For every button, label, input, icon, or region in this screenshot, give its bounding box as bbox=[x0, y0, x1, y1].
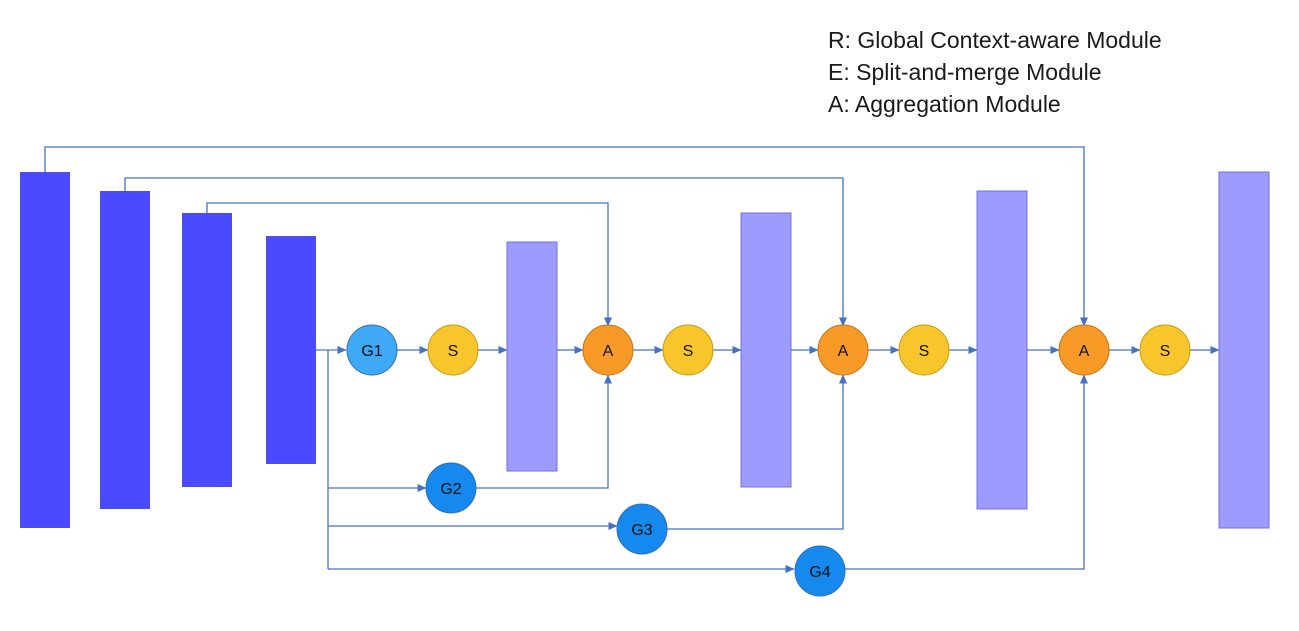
node-s2: S bbox=[662, 324, 714, 376]
legend: R: Global Context-aware Module E: Split-… bbox=[828, 24, 1162, 120]
encoder-block-2 bbox=[100, 191, 150, 509]
node-g3: G3 bbox=[616, 503, 668, 555]
encoder-block-4 bbox=[266, 236, 316, 464]
node-s4: S bbox=[1139, 324, 1191, 376]
node-a2-label: A bbox=[838, 343, 849, 360]
decoder-block-1 bbox=[506, 241, 558, 472]
arrow-g4-to-a3 bbox=[845, 374, 1088, 570]
node-s3-label: S bbox=[919, 343, 930, 360]
node-s1: S bbox=[427, 324, 479, 376]
node-s3: S bbox=[898, 324, 950, 376]
decoder-block-3 bbox=[976, 190, 1028, 510]
node-a3-label: A bbox=[1079, 343, 1090, 360]
arrow-g3-to-a2 bbox=[667, 374, 847, 530]
skip-connection-3 bbox=[206, 202, 612, 327]
node-g3-label: G3 bbox=[631, 522, 652, 539]
arrow-g2-to-a1 bbox=[476, 374, 612, 489]
skip-connection-2 bbox=[124, 177, 847, 327]
node-g2: G2 bbox=[425, 462, 477, 514]
node-g4: G4 bbox=[794, 545, 846, 597]
node-a1-label: A bbox=[603, 343, 614, 360]
node-s2-label: S bbox=[683, 343, 694, 360]
encoder-block-1 bbox=[20, 172, 70, 528]
node-g1-label: G1 bbox=[361, 343, 382, 360]
legend-item-a: A: Aggregation Module bbox=[828, 91, 1061, 117]
node-g4-label: G4 bbox=[809, 564, 830, 581]
node-a3: A bbox=[1058, 324, 1110, 376]
legend-item-e: E: Split-and-merge Module bbox=[828, 59, 1102, 85]
skip-connection-1 bbox=[44, 146, 1088, 327]
encoder-block-3 bbox=[182, 213, 232, 487]
decoder-block-4 bbox=[1218, 171, 1270, 529]
node-g1: G1 bbox=[346, 324, 398, 376]
node-a1: A bbox=[582, 324, 634, 376]
node-s4-label: S bbox=[1160, 343, 1171, 360]
decoder-block-2 bbox=[740, 212, 792, 488]
legend-item-r: R: Global Context-aware Module bbox=[828, 27, 1162, 53]
node-g2-label: G2 bbox=[440, 481, 461, 498]
node-a2: A bbox=[817, 324, 869, 376]
node-s1-label: S bbox=[448, 343, 459, 360]
